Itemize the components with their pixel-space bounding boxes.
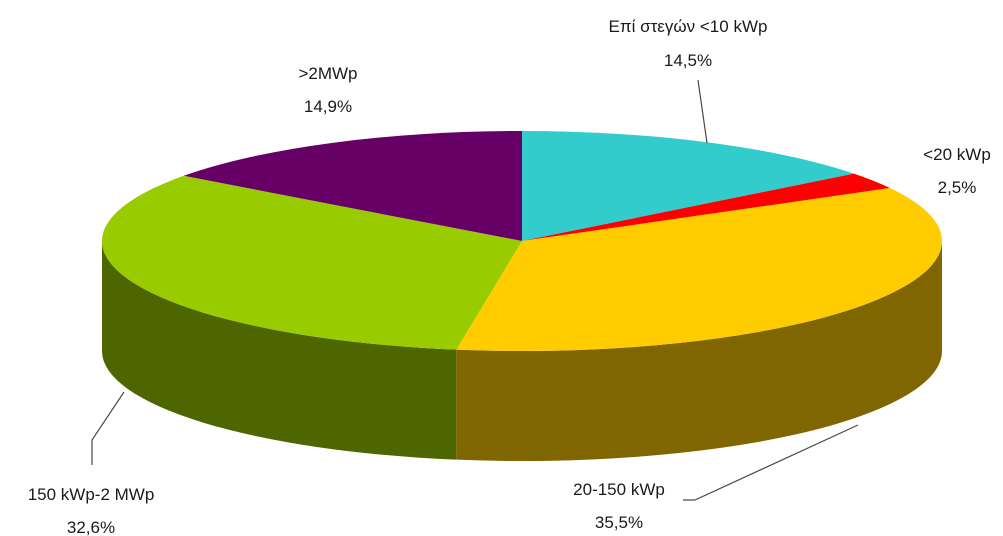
slice-value-rooftop: 14,5%: [664, 51, 712, 70]
slice-label-under-20kwp: <20 kWp: [923, 145, 991, 164]
slice-label-over-2mwp: >2MWp: [298, 64, 357, 83]
slice-20-150kwp: [456, 188, 943, 352]
pie-top-faces: [101, 131, 943, 352]
slice-side-150kwp-2mwp: [101, 241, 457, 460]
slice-side-20-150kwp: [456, 241, 942, 462]
leader-lines: [91, 79, 859, 501]
slice-label-20-150kwp: 20-150 kWp: [573, 480, 665, 499]
slice-value-20-150kwp: 35,5%: [595, 513, 643, 532]
leader-line-150kwp-2mwp: [91, 391, 125, 465]
slice-150kwp-2mwp: [101, 175, 522, 350]
pie-sides: [101, 241, 942, 462]
slice-label-150kwp-2mwp: 150 kWp-2 MWp: [28, 485, 155, 504]
slice-labels: Επί στεγών <10 kWp 14,5% <20 kWp 2,5% 20…: [28, 17, 991, 536]
slice-rooftop: [522, 131, 854, 241]
leader-line-rooftop: [697, 79, 708, 144]
slice-under-20kwp: [522, 173, 891, 241]
slice-label-rooftop: Επί στεγών <10 kWp: [609, 17, 768, 36]
slice-value-150kwp-2mwp: 32,6%: [67, 518, 115, 536]
slice-value-under-20kwp: 2,5%: [938, 178, 977, 197]
slice-value-over-2mwp: 14,9%: [304, 97, 352, 116]
slice-over-2mwp: [183, 131, 522, 241]
leader-line-20-150kwp: [683, 424, 859, 501]
